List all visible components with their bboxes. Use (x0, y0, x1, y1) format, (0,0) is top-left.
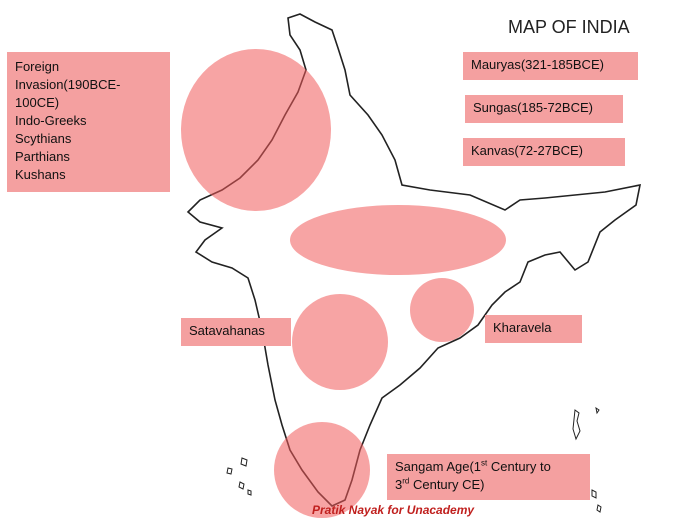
kharavela-label: Kharavela (485, 315, 582, 343)
region-highlight (410, 278, 474, 342)
box-line: Indo-Greeks (15, 113, 87, 128)
india-outline (186, 13, 642, 507)
box-line: Scythians (15, 131, 72, 146)
text: Sangam Age(1 (395, 459, 482, 474)
box-line: 100CE) (15, 95, 60, 110)
map-title: MAP OF INDIA (508, 17, 630, 37)
dynasty-label: Kanvas(72-27BCE) (463, 138, 625, 166)
sangam-line: 3rd Century CE) (395, 476, 582, 494)
island (226, 406, 602, 513)
region-highlight (181, 49, 331, 211)
superscript: st (481, 458, 488, 468)
satavahanas-label: Satavahanas (181, 318, 291, 346)
text: 3 (395, 477, 403, 492)
text: Century to (487, 459, 551, 474)
credit: Pratik Nayak for Unacademy (312, 503, 475, 517)
superscript: rd (402, 476, 410, 486)
region-highlight (292, 294, 388, 390)
text: Century CE) (409, 477, 485, 492)
box-line: Foreign (15, 59, 60, 74)
dynasty-label: Sungas(185-72BCE) (465, 95, 623, 123)
foreign-invasion-box: Foreign Invasion(190BCE- 100CE) Indo-Gre… (7, 52, 170, 192)
region-highlight (274, 422, 370, 518)
box-line: Kushans (15, 167, 66, 182)
region-highlight (290, 205, 506, 275)
box-line: Parthians (15, 149, 70, 164)
sangam-label: Sangam Age(1st Century to 3rd Century CE… (387, 454, 590, 500)
sangam-line: Sangam Age(1st Century to (395, 458, 582, 476)
box-line: Invasion(190BCE- (15, 77, 121, 92)
dynasty-label: Mauryas(321-185BCE) (463, 52, 638, 80)
